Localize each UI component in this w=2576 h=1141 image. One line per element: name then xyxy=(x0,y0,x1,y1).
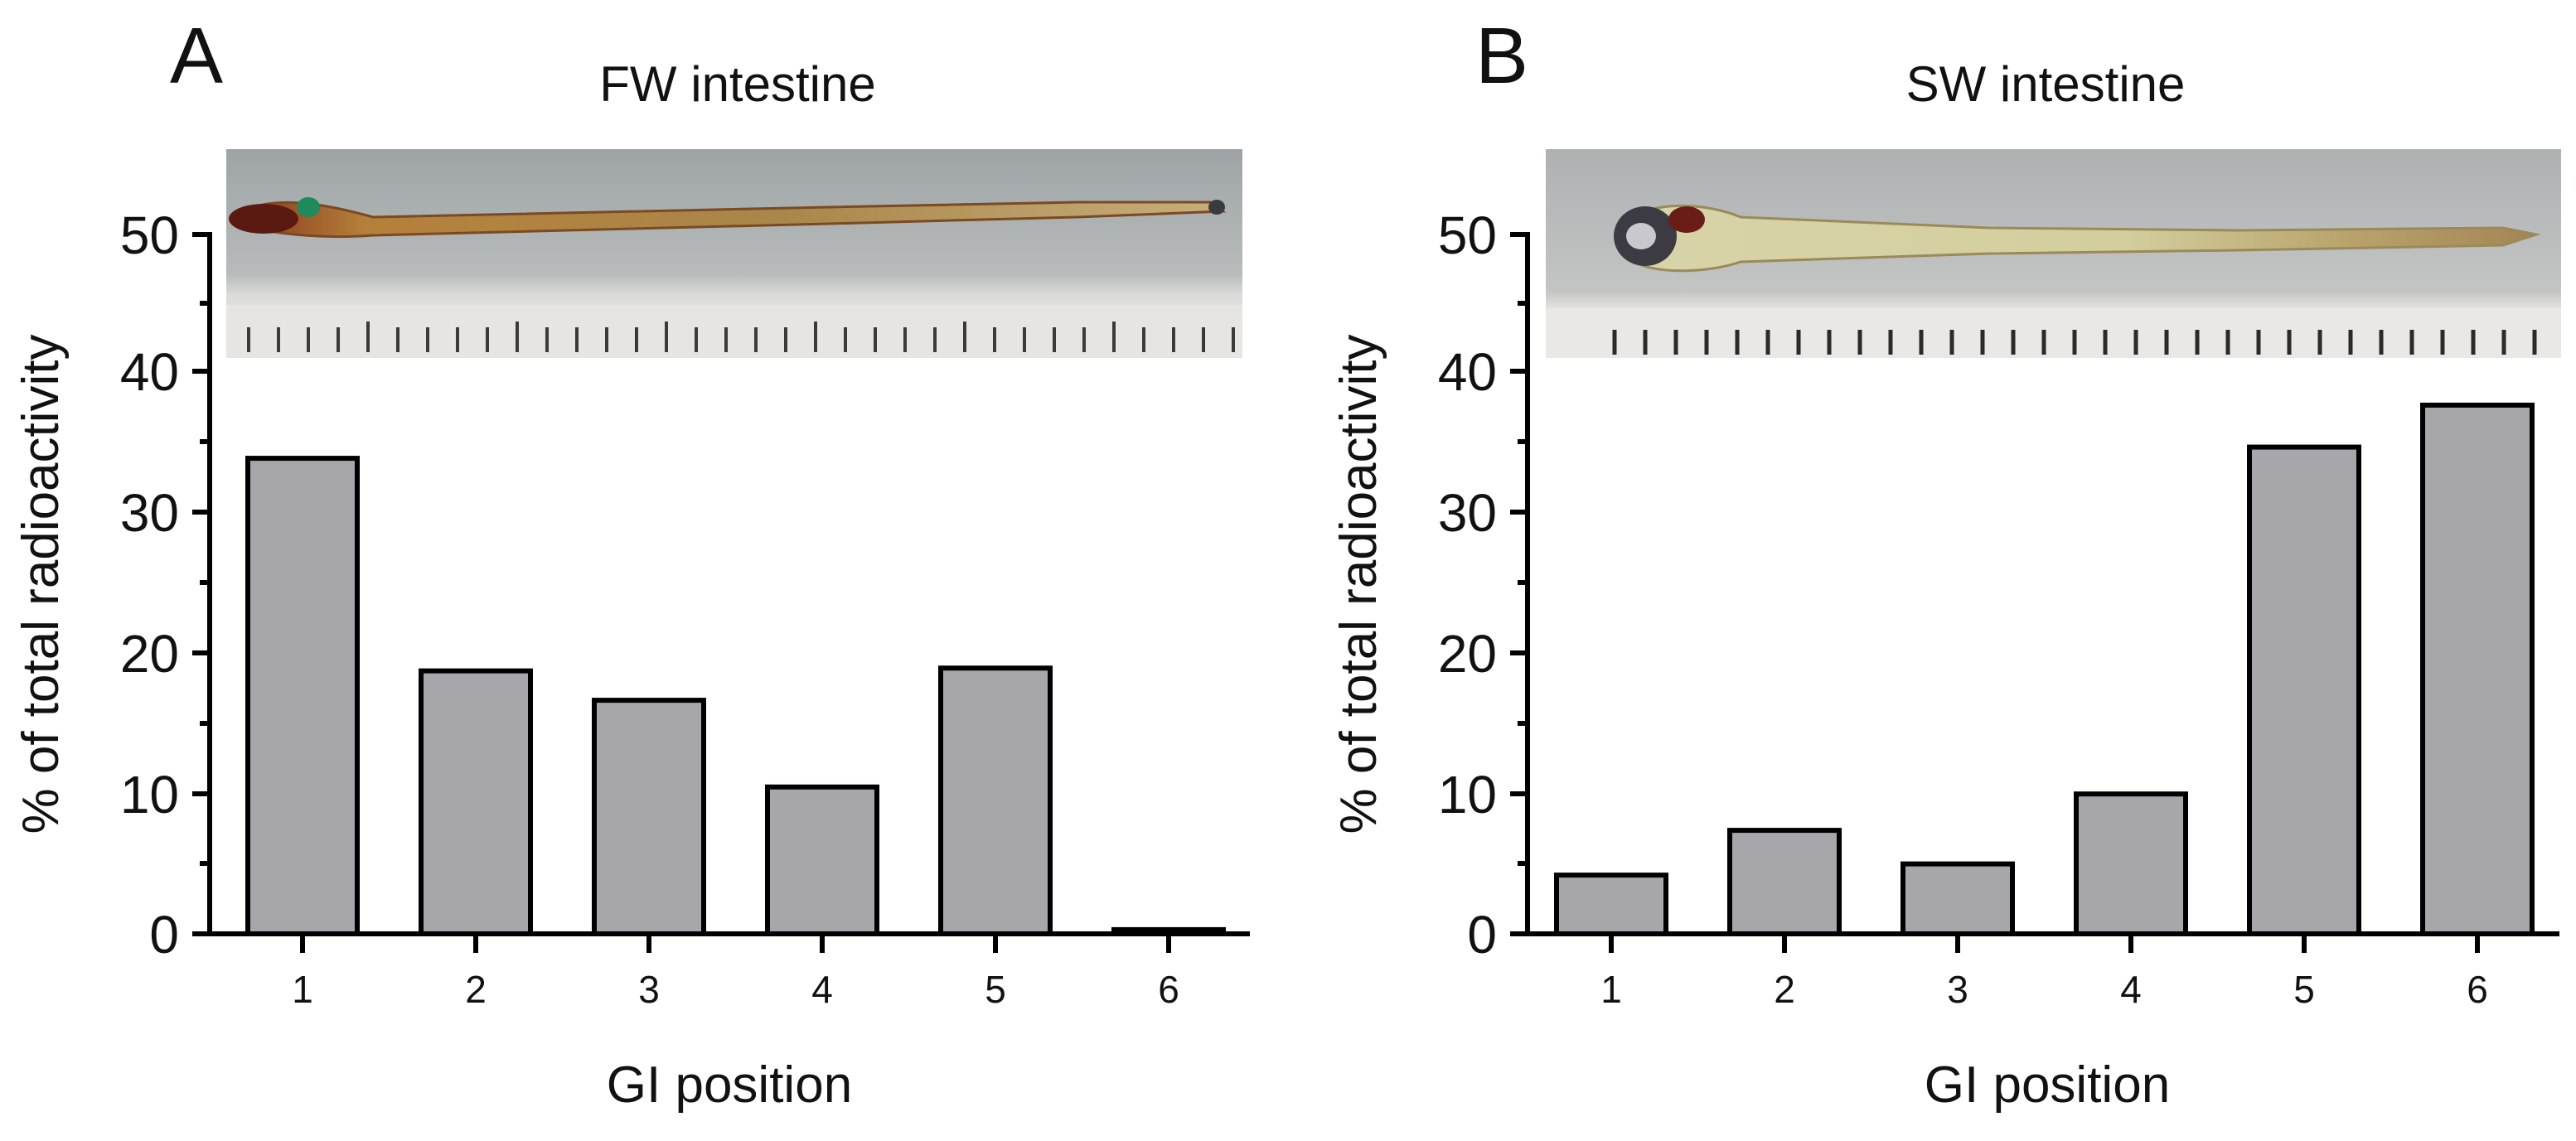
bar-position-2 xyxy=(1727,828,1842,937)
y-tick-label: 40 xyxy=(120,342,179,402)
y-tick-label: 20 xyxy=(120,624,179,684)
panel-a-x-tick-labels: 1 2 3 4 5 6 xyxy=(292,968,1179,1011)
y-tick-label: 50 xyxy=(1438,205,1497,265)
x-tick-label: 5 xyxy=(2293,968,2315,1011)
panel-b-y-tick-labels: 0 10 20 30 40 50 xyxy=(1438,205,1497,965)
panel-b: B SW intestine xyxy=(1330,12,2561,1114)
panel-a-letter: A xyxy=(170,12,223,100)
panel-a-title: FW intestine xyxy=(599,56,875,112)
y-tick-label: 40 xyxy=(1438,342,1497,402)
x-tick-label: 5 xyxy=(985,968,1006,1011)
bar-position-1 xyxy=(1554,873,1668,937)
x-tick-label: 4 xyxy=(811,968,833,1011)
panel-a: A FW intestine xyxy=(12,12,1250,1114)
x-tick-label: 2 xyxy=(465,968,487,1011)
bar-position-3 xyxy=(1901,861,2015,936)
bar-position-1 xyxy=(245,456,360,936)
y-tick-label: 0 xyxy=(1467,905,1497,965)
panel-a-y-tick-labels: 0 10 20 30 40 50 xyxy=(120,205,179,965)
y-tick-label: 10 xyxy=(1438,765,1497,824)
panel-b-letter: B xyxy=(1475,12,1528,100)
panel-b-ruler-ticks xyxy=(1612,330,2537,355)
panel-a-intestine-photo xyxy=(226,149,1242,358)
bar-position-2 xyxy=(419,668,533,936)
bar-position-3 xyxy=(592,698,706,936)
y-tick-label: 30 xyxy=(120,483,179,543)
x-tick-label: 6 xyxy=(1158,968,1179,1011)
panel-b-y-axis-label: % of total radioactivity xyxy=(1330,334,1387,834)
panel-a-bars xyxy=(245,456,1226,937)
panel-a-x-axis-label: GI position xyxy=(607,1056,852,1114)
y-tick-label: 10 xyxy=(120,765,179,824)
panel-b-title: SW intestine xyxy=(1906,56,2186,112)
x-tick-label: 3 xyxy=(1947,968,1968,1011)
panel-b-x-axis-label: GI position xyxy=(1925,1056,2170,1114)
bar-position-4 xyxy=(765,784,879,937)
bar-position-6 xyxy=(1111,926,1226,937)
bar-position-6 xyxy=(2420,402,2535,937)
y-tick-label: 0 xyxy=(149,905,179,965)
y-tick-label: 30 xyxy=(1438,483,1497,543)
y-tick-label: 50 xyxy=(120,205,179,265)
x-tick-label: 3 xyxy=(638,968,660,1011)
bar-position-5 xyxy=(2247,444,2361,936)
panel-b-x-tick-labels: 1 2 3 4 5 6 xyxy=(1600,968,2488,1011)
panel-a-y-axis xyxy=(192,232,212,936)
y-tick-label: 20 xyxy=(1438,624,1497,684)
panel-b-x-axis xyxy=(1525,931,2559,953)
x-tick-label: 4 xyxy=(2120,968,2142,1011)
panel-a-ruler-ticks xyxy=(247,322,1235,352)
x-tick-label: 1 xyxy=(1600,968,1622,1011)
bar-position-4 xyxy=(2074,791,2188,937)
x-tick-label: 1 xyxy=(292,968,313,1011)
panel-a-y-axis-label: % of total radioactivity xyxy=(12,334,70,834)
x-tick-label: 2 xyxy=(1774,968,1795,1011)
bar-position-5 xyxy=(938,665,1053,937)
panel-b-y-axis xyxy=(1510,232,1530,936)
x-tick-label: 6 xyxy=(2467,968,2488,1011)
panel-b-bars xyxy=(1554,402,2535,937)
panel-a-x-axis xyxy=(207,931,1250,953)
panel-b-intestine-photo xyxy=(1546,149,2561,358)
